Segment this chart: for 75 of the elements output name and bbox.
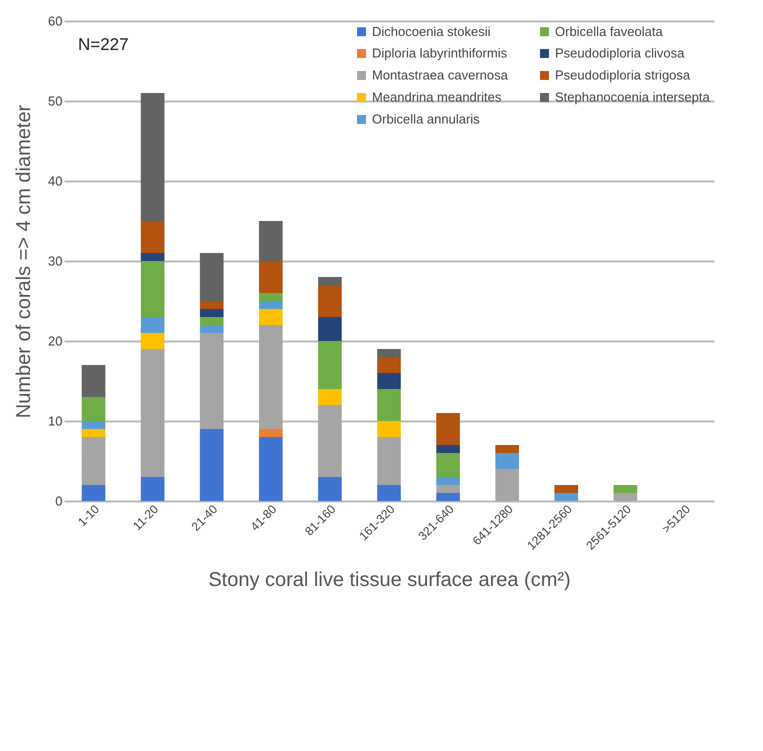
bar — [140, 253, 164, 261]
bar — [82, 437, 106, 485]
legend-label: Montastraea cavernosa — [372, 68, 509, 82]
legend-label: Stephanocoenia intersepta — [555, 90, 710, 104]
y-axis-title: Number of corals => 4 cm diameter — [13, 104, 36, 418]
x-axis-title: Stony coral live tissue surface area (cm²) — [208, 568, 571, 591]
bar — [554, 485, 578, 493]
bar — [318, 285, 342, 317]
y-tick-label: 0 — [55, 494, 62, 508]
bar — [82, 421, 106, 429]
bar — [377, 349, 401, 357]
bar — [259, 221, 283, 261]
bar — [200, 325, 224, 333]
bar — [318, 405, 342, 477]
bar — [614, 493, 638, 501]
bar — [554, 493, 578, 501]
y-tick-label: 20 — [48, 334, 62, 348]
bar — [495, 445, 519, 453]
bar — [436, 445, 460, 453]
bar — [200, 301, 224, 309]
y-tick-label: 60 — [48, 14, 62, 28]
bar — [140, 317, 164, 333]
legend-label: Orbicella annularis — [372, 112, 480, 126]
bar — [377, 421, 401, 437]
bar — [200, 317, 224, 325]
bar — [377, 389, 401, 421]
bar — [318, 389, 342, 405]
bar — [140, 477, 164, 501]
bar — [82, 397, 106, 421]
bar — [614, 485, 638, 493]
bar — [82, 365, 106, 397]
bar — [259, 309, 283, 325]
bar — [82, 429, 106, 437]
y-tick-label: 50 — [48, 94, 62, 108]
bar — [200, 309, 224, 317]
y-tick-label: 30 — [48, 254, 62, 268]
bar — [259, 325, 283, 429]
bar — [318, 277, 342, 285]
bar — [259, 261, 283, 293]
legend-label: Meandrina meandrites — [372, 90, 502, 104]
bar — [200, 429, 224, 501]
bar — [377, 485, 401, 501]
legend-label: Orbicella faveolata — [555, 24, 664, 39]
y-tick-label: 10 — [48, 414, 62, 428]
annotation: N=227 — [78, 35, 129, 54]
bar — [140, 349, 164, 477]
bar — [436, 453, 460, 477]
bar — [318, 317, 342, 341]
bar — [259, 429, 283, 437]
bar — [140, 333, 164, 349]
bar — [140, 93, 164, 221]
bar — [140, 221, 164, 253]
legend-label: Dichocoenia stokesii — [372, 24, 491, 39]
legend-label: Diploria labyrinthiformis — [372, 46, 508, 60]
bar — [82, 485, 106, 501]
bar — [318, 341, 342, 389]
bar — [377, 373, 401, 389]
bar — [495, 453, 519, 469]
bar — [436, 413, 460, 445]
bar — [436, 485, 460, 493]
bar — [259, 301, 283, 309]
bar — [495, 469, 519, 501]
bar — [318, 477, 342, 501]
legend-label: Pseudodiploria clivosa — [555, 46, 686, 60]
bar — [200, 333, 224, 429]
bar — [200, 253, 224, 301]
bar — [377, 357, 401, 373]
bar — [436, 477, 460, 485]
bar — [377, 437, 401, 485]
bar — [140, 261, 164, 317]
bar — [259, 293, 283, 301]
y-tick-label: 40 — [48, 174, 62, 188]
legend-label: Pseudodiploria strigosa — [555, 68, 691, 82]
bar — [259, 437, 283, 501]
bar — [436, 493, 460, 501]
